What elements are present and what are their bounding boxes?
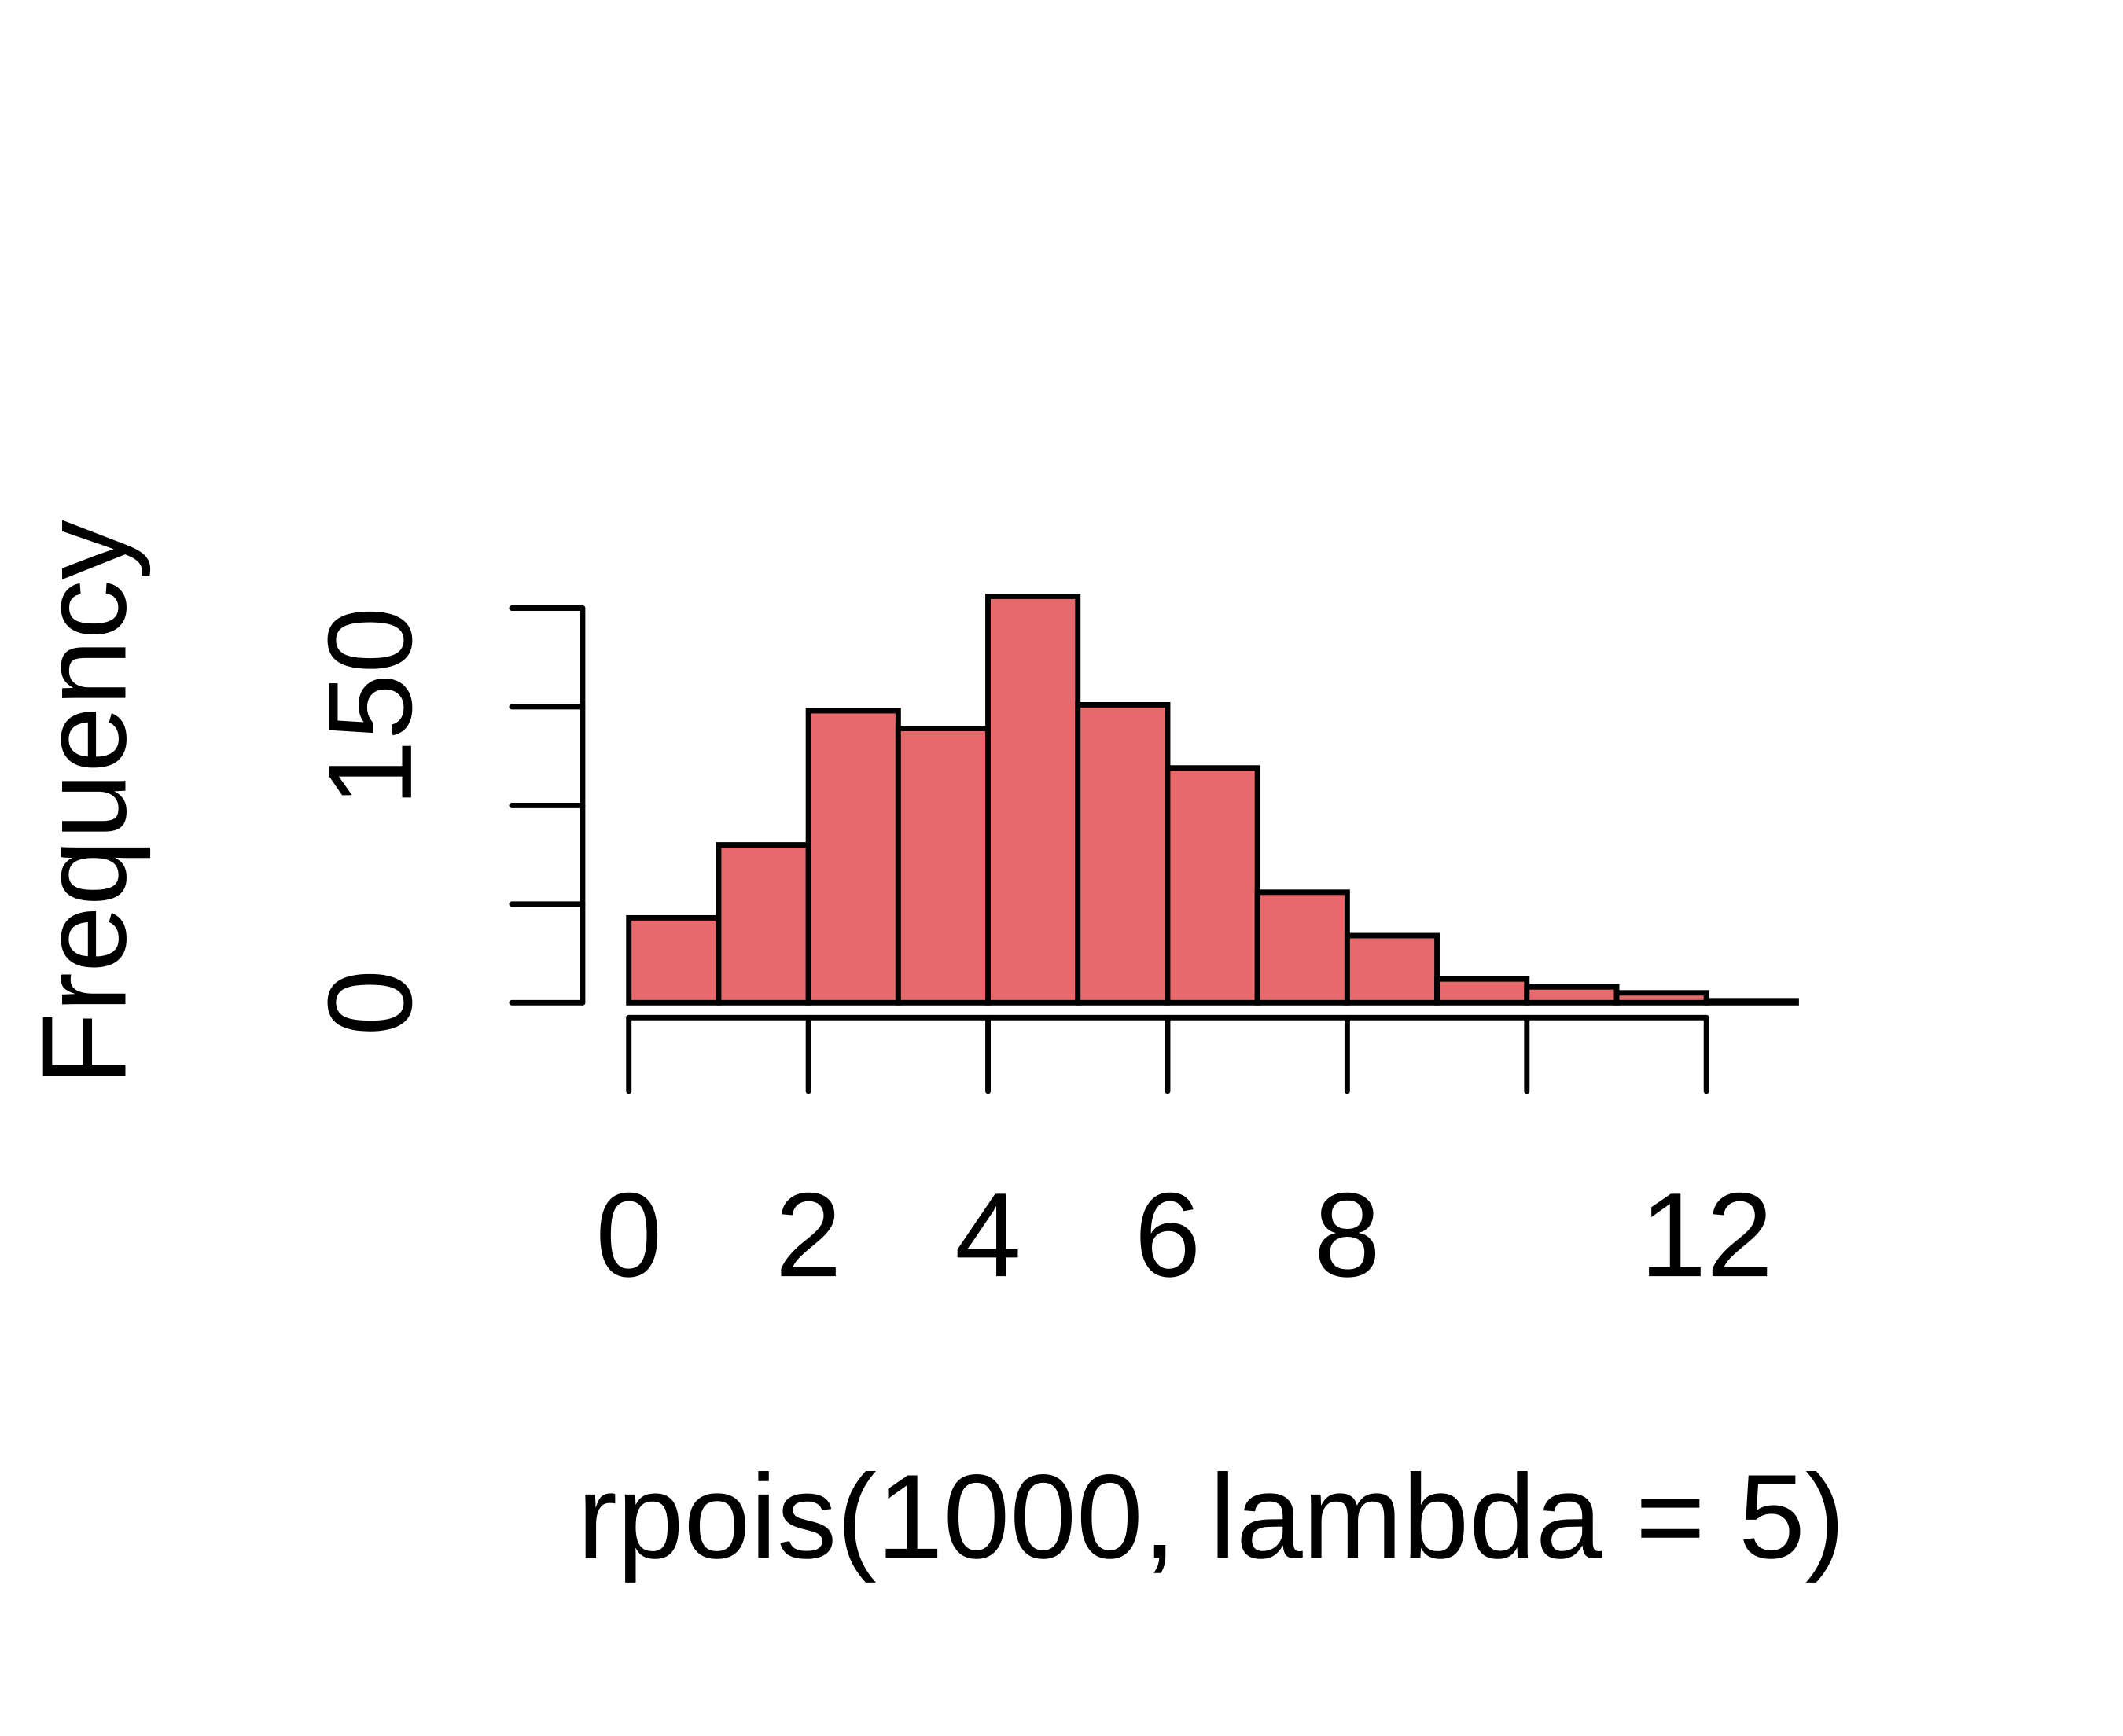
x-tick-label: 0 <box>595 1168 662 1302</box>
bar <box>716 842 811 1006</box>
x-tick-label: 2 <box>775 1168 842 1302</box>
bar <box>626 914 722 1006</box>
bar <box>1344 932 1440 1006</box>
bar <box>1524 984 1620 1006</box>
bar <box>805 708 901 1006</box>
x-tick-label: 6 <box>1135 1168 1201 1302</box>
bar <box>1703 998 1799 1006</box>
y-tick-label: 150 <box>304 607 437 807</box>
y-tick-label: 0 <box>304 969 437 1036</box>
bar <box>1165 765 1260 1006</box>
x-axis-label: rpois(1000, lambda = 5) <box>577 1450 1845 1583</box>
bar <box>1613 990 1709 1006</box>
y-axis-label: Frequency <box>17 520 151 1085</box>
x-tick-label: 8 <box>1314 1168 1381 1302</box>
bar <box>985 593 1081 1006</box>
bar <box>1254 889 1350 1006</box>
x-tick-label: 12 <box>1640 1168 1773 1302</box>
bar <box>895 726 992 1006</box>
bar <box>1075 701 1171 1006</box>
x-tick-label: 4 <box>955 1168 1021 1302</box>
bar <box>1434 976 1530 1006</box>
